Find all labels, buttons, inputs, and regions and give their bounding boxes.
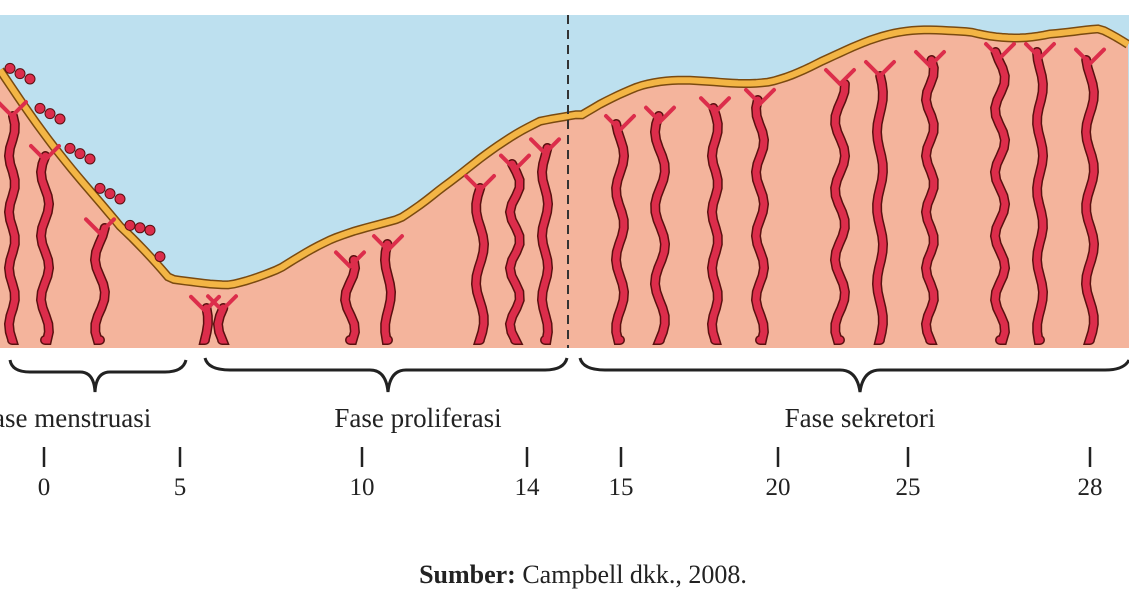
gland-branch [189,294,207,313]
gland-branch [348,250,366,269]
day-label: 0 [38,474,51,501]
shed-fragment [104,188,116,200]
gland-branch [98,217,116,236]
gland-branch [928,50,946,68]
gland-branch [984,42,1002,60]
gland-branch [1074,47,1092,66]
gland-branch [203,294,221,313]
gland [922,56,938,344]
gland-branch [604,114,622,132]
gland [1033,48,1047,344]
gland-branch [864,60,882,78]
gland-branch [644,105,662,124]
gland-branch [43,144,61,162]
gland-branch [758,87,776,106]
gland [873,72,887,344]
phase-label: Fase sekretori [785,403,936,433]
gland-branch [713,96,731,115]
shed-fragment [134,222,146,234]
shed-fragment [154,251,166,263]
gland [991,48,1009,344]
gland-branch [0,101,14,118]
gland-branch [206,294,224,313]
gland [472,184,488,344]
gland [214,304,228,344]
gland-branch [618,114,636,132]
shed-fragment [64,142,76,154]
gland-branch [10,100,28,118]
phase-label: Fase proliferasi [334,403,501,433]
shed-fragment [44,108,56,120]
gland-branch [543,137,561,156]
gland-branch [838,68,856,86]
endometrium [0,24,1129,349]
day-label: 15 [609,474,634,501]
gland [506,160,524,344]
gland-branch [699,96,717,115]
gland [1082,56,1098,344]
caption: Sumber: Campbell dkk., 2008. [419,560,747,589]
phase-label: ase menstruasi [0,403,151,433]
gland [831,80,849,344]
gland-branch [372,234,390,253]
shed-fragment [144,224,156,236]
day-label: 20 [766,474,791,501]
day-label: 14 [515,474,541,501]
gland [708,104,722,344]
gland [200,304,212,344]
gland [5,112,19,344]
day-label: 28 [1078,474,1103,501]
gland-branch [1024,42,1042,60]
gland-branch [914,50,932,68]
gland [381,240,395,344]
gland [612,120,628,344]
gland [341,256,359,344]
gland-branch [529,137,547,156]
shed-fragment [114,193,126,205]
day-label: 10 [350,474,375,501]
shed-fragment [24,73,36,85]
gland [37,152,53,344]
shed-fragment [94,182,106,194]
gland-branch [29,144,47,162]
day-label: 25 [896,474,921,501]
gland-branch [1038,42,1056,60]
gland-branch [824,68,842,86]
gland-branch [878,60,896,78]
caption-label: Sumber: [419,560,516,589]
epithelium [0,25,1129,288]
gland-branch [334,250,352,269]
gland [538,144,552,344]
shed-fragment [74,148,86,160]
gland-branch [658,105,676,124]
shed-fragment [4,62,16,74]
gland-branch [513,153,531,172]
shed-fragment [34,102,46,114]
shed-fragment [124,219,136,231]
gland-branch [998,42,1016,60]
braces [8,357,1129,393]
gland [651,112,669,344]
shed-fragment [14,68,26,80]
gland-branch [84,217,102,236]
shed-fragment [54,113,66,125]
gland-branch [464,174,482,192]
brace [578,357,1129,393]
shed-fragment [84,153,96,165]
brace [203,357,569,393]
gland-branch [386,234,404,253]
brace [8,359,188,393]
gland-branch [220,294,238,313]
gland-branch [478,174,496,192]
gland [752,96,768,344]
caption-text: Campbell dkk., 2008. [522,560,747,589]
gland [91,224,109,344]
gland-branch [1088,47,1106,66]
day-label: 5 [174,474,187,501]
gland-branch [744,87,762,106]
gland-branch [499,153,517,172]
